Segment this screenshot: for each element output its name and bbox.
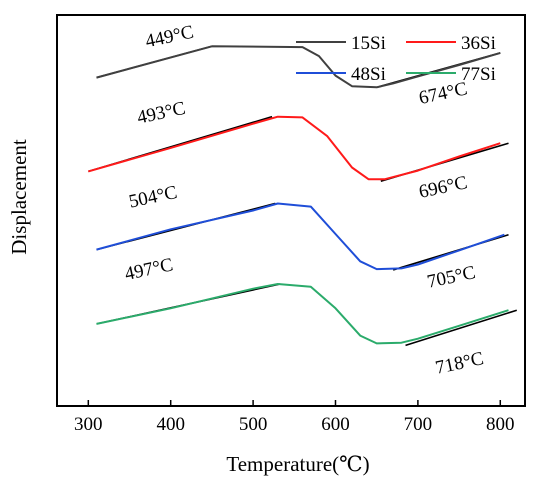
y-axis-label: Displacement <box>7 139 31 255</box>
tangent-line <box>405 309 518 347</box>
onset-temperature-label: 493°C <box>135 98 187 129</box>
legend-label: 48Si <box>351 64 386 85</box>
onset-temperature-label: 718°C <box>434 348 486 379</box>
plot-frame <box>56 14 526 407</box>
x-axis-label: Temperature(℃) <box>226 452 369 476</box>
onset-temperature-label: 504°C <box>127 182 179 213</box>
series-line-15si <box>96 45 501 89</box>
x-tick-label: 800 <box>486 414 515 435</box>
legend: 15Si 36Si 48Si 77Si <box>296 33 496 85</box>
legend-label: 15Si <box>351 33 386 54</box>
series-line-48si <box>96 202 505 271</box>
x-tick-label: 500 <box>239 414 268 435</box>
onset-temperature-label: 696°C <box>417 172 469 203</box>
x-tick-label: 700 <box>404 414 433 435</box>
x-axis-ticks: 300 400 500 600 700 800 <box>74 400 515 435</box>
x-tick-label: 600 <box>321 414 350 435</box>
legend-label: 36Si <box>461 33 496 54</box>
onset-temperature-label: 705°C <box>425 262 477 293</box>
onset-temperature-label: 449°C <box>144 22 196 53</box>
series-line-36si <box>88 115 501 181</box>
series-line-77si <box>96 283 509 345</box>
x-tick-label: 400 <box>156 414 185 435</box>
legend-label: 77Si <box>461 64 496 85</box>
x-tick-label: 300 <box>74 414 103 435</box>
onset-temperature-label: 497°C <box>123 254 175 285</box>
